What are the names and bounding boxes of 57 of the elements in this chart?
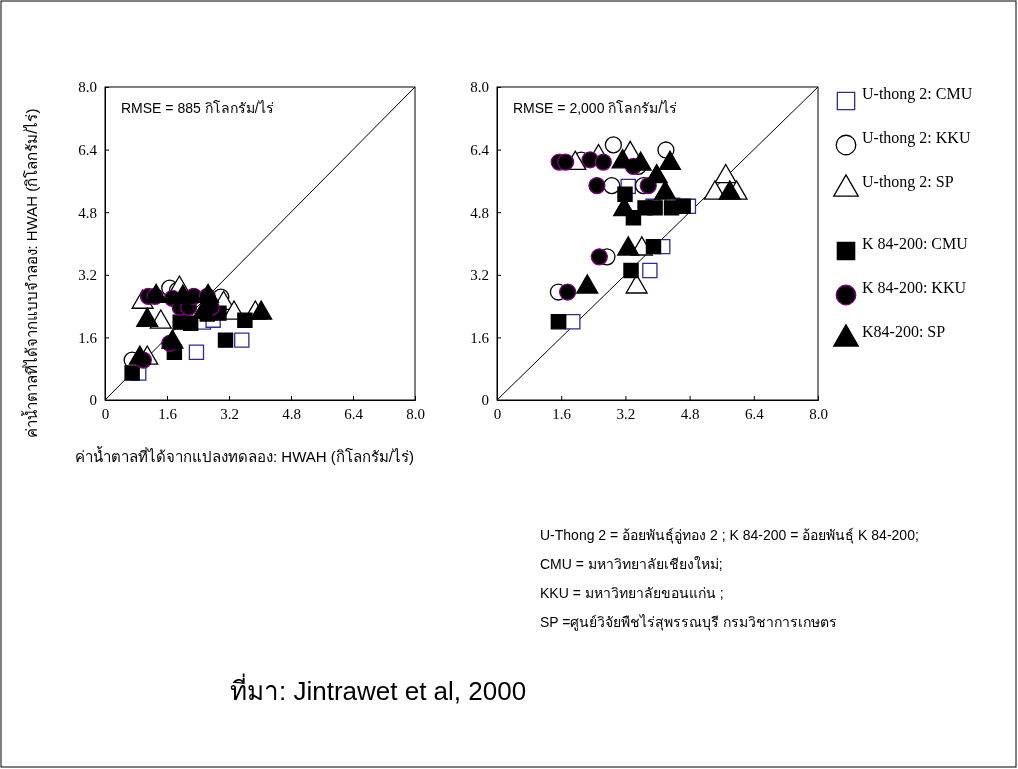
x-tick-label: 0 xyxy=(101,405,110,422)
y-tick-label: 4.8 xyxy=(78,204,97,221)
y-tick-label: 0 xyxy=(481,392,489,409)
text: KKU = มหาวิทยาลัยขอนแก่น ; xyxy=(540,585,724,601)
text: ที่มา: Jintrawet et al, 2000 xyxy=(230,673,527,706)
x-tick-label: 6.4 xyxy=(344,405,364,422)
text: CMU = มหาวิทยาลัยเชียงใหม่; xyxy=(540,556,723,572)
point xyxy=(550,314,567,330)
y-tick-label: 3.2 xyxy=(78,267,97,284)
x-tick-label: 4.8 xyxy=(680,405,700,422)
point xyxy=(590,248,608,266)
point xyxy=(675,198,691,215)
x-tick-label: 1.6 xyxy=(552,405,572,422)
y-tick-label: 1.6 xyxy=(470,329,490,346)
point xyxy=(217,332,234,348)
point xyxy=(594,153,612,171)
text: SP =ศูนย์วิจัยพืชไร่สุพรรณบุรี กรมวิชาการเกษตร xyxy=(540,614,838,631)
point xyxy=(565,314,581,330)
point xyxy=(642,262,658,279)
annotation: RMSE = 885 กิโลกรัม/ไร่ xyxy=(121,100,274,116)
legend-label: K 84-200: CMU xyxy=(862,235,969,252)
point xyxy=(234,332,250,348)
x-axis-title: ค่าน้ำตาลที่ได้จากแปลงทดลอง: HWAH (กิโลกรัม/ไร่) xyxy=(75,446,414,465)
point xyxy=(588,176,606,195)
y-tick-label: 8.0 xyxy=(78,79,97,96)
legend-label: K84-200: SP xyxy=(862,323,946,340)
legend-label: U-thong 2: KKU xyxy=(862,129,971,147)
point xyxy=(645,238,662,255)
point xyxy=(237,312,253,328)
y-tick-label: 3.2 xyxy=(470,267,489,284)
point xyxy=(623,262,639,279)
y-tick-label: 8.0 xyxy=(470,79,489,96)
legend-label: K 84-200: KKU xyxy=(862,279,967,296)
y-tick-label: 4.8 xyxy=(470,204,489,221)
x-tick-label: 1.6 xyxy=(158,405,178,422)
y-tick-label: 0 xyxy=(89,392,97,409)
point xyxy=(556,153,575,171)
point xyxy=(604,136,622,154)
y-tick-label: 1.6 xyxy=(78,329,98,346)
point xyxy=(188,344,205,360)
point xyxy=(558,283,577,301)
y-axis-title: ค่าน้ำตาลที่ได้จากแบบจำลอง: HWAH (กิโลกรัม/ไร่) xyxy=(21,108,40,439)
x-tick-label: 6.4 xyxy=(744,405,765,422)
x-tick-label: 4.8 xyxy=(282,405,301,422)
x-tick-label: 3.2 xyxy=(220,405,239,422)
annotation: RMSE = 2,000 กิโลกรัม/ไร่ xyxy=(513,100,678,116)
x-tick-label: 3.2 xyxy=(616,405,636,422)
text: U-Thong 2 = อ้อยพันธุ์อู่ทอง 2 ; K 84-200 = อ้อยพันธุ์ K 84-200; xyxy=(540,527,919,544)
x-tick-label: 8.0 xyxy=(406,405,425,422)
y-tick-label: 6.4 xyxy=(78,141,98,158)
x-tick-label: 0 xyxy=(493,405,502,422)
legend-label: U-thong 2: SP xyxy=(862,173,954,191)
point xyxy=(617,186,633,202)
x-tick-label: 8.0 xyxy=(809,405,828,422)
legend-label: U-thong 2: CMU xyxy=(862,85,973,103)
point xyxy=(124,365,140,381)
y-tick-label: 6.4 xyxy=(470,141,490,158)
